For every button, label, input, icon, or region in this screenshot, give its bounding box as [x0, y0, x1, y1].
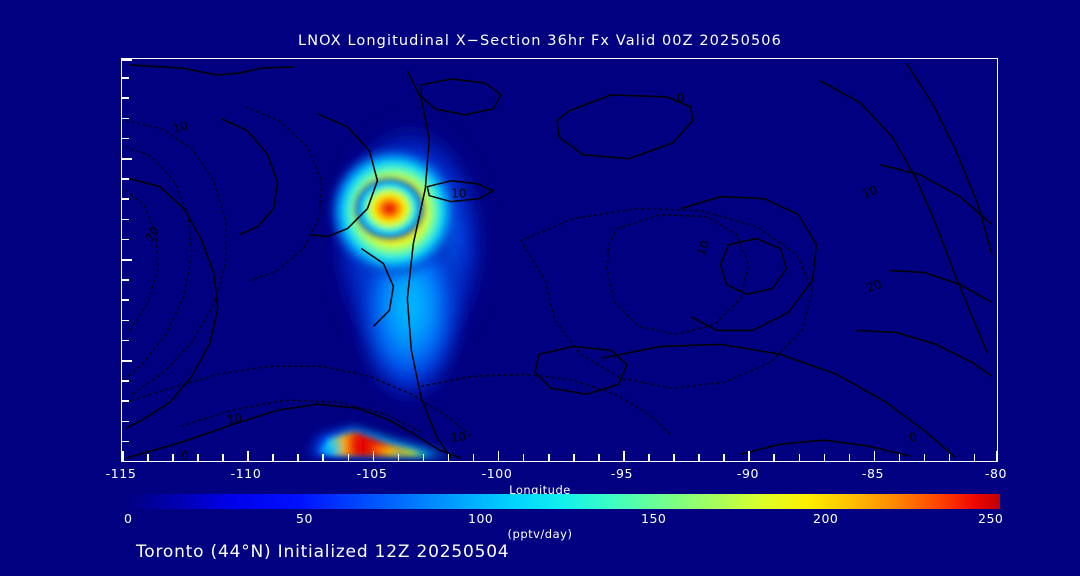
contour-labels: 10 20 10 10 10 0 10 20 0 10 0 [142, 91, 918, 462]
x-tick [673, 454, 675, 461]
y-tick [122, 178, 129, 180]
x-tick-label: -85 [861, 466, 885, 481]
svg-text:0: 0 [908, 430, 918, 445]
x-tick [698, 454, 700, 461]
x-axis-title: Longitude [509, 483, 571, 497]
figure-title: LNOX Longitudinal X−Section 36hr Fx Vali… [298, 33, 782, 49]
x-tick-label: -80 [984, 466, 1008, 481]
y-tick [122, 319, 129, 322]
x-tick [472, 454, 475, 461]
y-tick [122, 299, 129, 301]
svg-text:10: 10 [694, 239, 712, 258]
plot-area: 10 20 10 10 10 0 10 20 0 10 0 [121, 58, 998, 462]
colorbar [124, 494, 1000, 509]
x-tick [397, 454, 400, 461]
colorbar-units-label: (pptv/day) [507, 527, 573, 541]
colorbar-tick-label: 150 [641, 511, 667, 526]
y-tick [122, 218, 129, 221]
y-tick [122, 259, 132, 261]
x-tick [773, 454, 775, 461]
colorbar-tick-label: 200 [813, 511, 839, 526]
y-tick [122, 360, 132, 362]
svg-text:20: 20 [865, 277, 884, 295]
y-tick [122, 238, 129, 241]
colorbar-tick-label: 100 [468, 511, 494, 526]
x-tick [522, 454, 525, 461]
y-tick [122, 198, 129, 200]
x-tick-label: -95 [610, 466, 634, 481]
y-tick [122, 380, 129, 382]
y-tick [122, 117, 129, 120]
y-tick [122, 97, 129, 99]
y-tick [122, 420, 129, 423]
y-tick [122, 400, 129, 402]
x-tick-label: -110 [230, 466, 262, 481]
x-tick [548, 454, 550, 461]
wind-speed-contours-dashed [123, 106, 814, 439]
x-tick [322, 454, 324, 461]
x-tick-label: -100 [481, 466, 513, 481]
x-tick-label: -105 [356, 466, 388, 481]
svg-text:0: 0 [180, 448, 189, 462]
x-tick [898, 454, 901, 461]
y-tick [122, 158, 132, 160]
y-tick [122, 339, 129, 342]
x-tick [996, 451, 997, 461]
x-tick [723, 454, 725, 461]
x-tick [372, 451, 375, 461]
x-tick [623, 451, 625, 461]
colorbar-gradient [124, 494, 1000, 509]
x-tick [873, 451, 876, 461]
svg-text:0: 0 [677, 91, 685, 105]
y-tick [122, 59, 132, 61]
x-tick [447, 454, 450, 461]
y-tick [122, 440, 129, 443]
svg-text:10: 10 [171, 118, 189, 135]
x-tick [948, 454, 951, 461]
x-tick [272, 454, 274, 461]
x-tick [422, 454, 425, 461]
x-tick [598, 454, 600, 461]
figure-caption: Toronto (44°N) Initialized 12Z 20250504 [136, 542, 510, 562]
colorbar-tick-label: 250 [978, 511, 1004, 526]
x-tick [573, 454, 575, 461]
y-tick [122, 77, 129, 79]
x-tick [297, 454, 299, 461]
x-tick [648, 454, 650, 461]
y-tick [122, 137, 129, 140]
x-tick [973, 454, 976, 461]
x-tick [497, 451, 500, 461]
colorbar-tick-label: 50 [296, 511, 313, 526]
x-tick [197, 454, 199, 461]
x-tick [172, 454, 174, 461]
x-tick [247, 451, 249, 461]
x-tick [222, 454, 224, 461]
svg-text:20: 20 [142, 224, 162, 244]
x-tick [122, 451, 124, 461]
svg-text:10: 10 [450, 430, 467, 446]
x-tick [923, 454, 926, 461]
x-tick-label: -115 [105, 466, 137, 481]
y-tick [122, 279, 129, 281]
svg-text:10: 10 [226, 411, 243, 427]
x-tick [848, 454, 851, 461]
svg-text:10: 10 [451, 187, 466, 201]
x-tick [748, 451, 750, 461]
x-tick-label: -90 [736, 466, 760, 481]
wind-speed-contours [125, 62, 993, 459]
x-tick [147, 454, 149, 461]
x-tick [823, 454, 826, 461]
x-tick [347, 454, 350, 461]
svg-text:10: 10 [860, 183, 879, 202]
colorbar-tick-label: 0 [124, 511, 133, 526]
x-tick [798, 454, 801, 461]
cross-section-field: 10 20 10 10 10 0 10 20 0 10 0 [122, 59, 997, 462]
